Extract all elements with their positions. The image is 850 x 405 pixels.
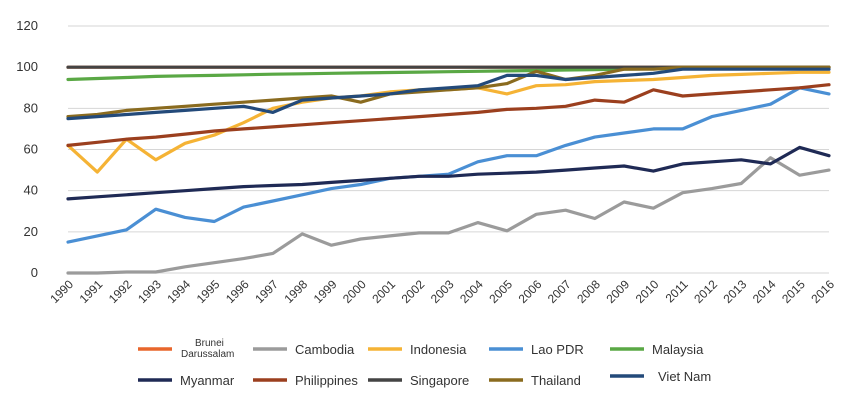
y-tick-label: 60 [24, 142, 38, 157]
series-line-cambodia [66, 156, 831, 275]
series-line-myanmar [66, 145, 831, 201]
x-tick-label: 2014 [750, 277, 779, 306]
legend-label: Myanmar [180, 373, 235, 388]
y-axis: 0 20 40 60 80 100 120 [16, 18, 38, 280]
y-tick-label: 120 [16, 18, 38, 33]
y-tick-label: 100 [16, 59, 38, 74]
series-line-thailand [66, 65, 831, 119]
y-tick-label: 80 [24, 100, 38, 115]
x-tick-label: 2004 [457, 277, 486, 306]
x-tick-label: 2015 [779, 277, 808, 306]
x-axis: 1990 1991 1992 1993 1994 1995 1996 1997 1998 1999… [47, 277, 837, 306]
series-line-viet-nam [66, 67, 831, 121]
legend-label: Singapore [410, 373, 469, 388]
grid [68, 25, 829, 274]
legend-label: Brunei Darussalam [181, 338, 234, 360]
legend-item-viet-nam: Viet Nam [610, 369, 711, 384]
legend-item-thailand: Thailand [489, 373, 581, 388]
x-tick-label: 2003 [428, 277, 457, 306]
legend-label: Viet Nam [658, 369, 711, 384]
x-tick-label: 1993 [135, 277, 164, 306]
legend-item-indonesia: Indonesia [368, 342, 467, 357]
x-tick-label: 1992 [106, 277, 135, 306]
y-tick-label: 0 [31, 265, 38, 280]
x-tick-label: 2000 [340, 277, 369, 306]
x-tick-label: 1998 [281, 277, 310, 306]
x-tick-label: 2010 [633, 277, 662, 306]
y-tick-label: 40 [24, 183, 38, 198]
legend-item-lao-pdr: Lao PDR [489, 342, 584, 357]
legend-item-singapore: Singapore [368, 373, 469, 388]
x-tick-label: 1997 [252, 277, 281, 306]
x-tick-label: 2005 [486, 277, 515, 306]
legend-label: Malaysia [652, 342, 704, 357]
x-tick-label: 1990 [47, 277, 76, 306]
legend-label: Thailand [531, 373, 581, 388]
x-tick-label: 2007 [545, 277, 574, 306]
x-tick-label: 2008 [574, 277, 603, 306]
x-tick-label: 2009 [603, 277, 632, 306]
x-tick-label: 2011 [663, 277, 691, 305]
x-tick-label: 2006 [516, 277, 545, 306]
x-tick-label: 1995 [194, 277, 223, 306]
legend-item-philippines: Philippines [253, 373, 358, 388]
legend-label: Cambodia [295, 342, 355, 357]
x-tick-label: 1991 [77, 277, 106, 306]
x-tick-label: 1994 [164, 277, 193, 306]
legend-item-malaysia: Malaysia [610, 342, 704, 357]
x-tick-label: 2012 [691, 277, 720, 306]
legend-label: Philippines [295, 373, 358, 388]
series-line-lao-pdr [66, 86, 831, 244]
legend-label: Lao PDR [531, 342, 584, 357]
series-line-philippines [66, 83, 831, 147]
y-tick-label: 20 [24, 224, 38, 239]
x-tick-label: 2016 [808, 277, 837, 306]
series-lines [66, 65, 831, 275]
x-tick-label: 2001 [369, 277, 398, 306]
legend-label: Indonesia [410, 342, 467, 357]
legend-item-brunei-darussalam: Brunei Darussalam [138, 338, 234, 360]
x-tick-label: 1999 [311, 277, 340, 306]
x-tick-label: 2013 [721, 277, 750, 306]
legend-item-myanmar: Myanmar [138, 373, 235, 388]
x-tick-label: 1996 [223, 277, 252, 306]
legend: Brunei Darussalam Cambodia Indonesia Lao PDR… [138, 338, 711, 388]
x-tick-label: 2002 [399, 277, 428, 306]
legend-item-cambodia: Cambodia [253, 342, 355, 357]
